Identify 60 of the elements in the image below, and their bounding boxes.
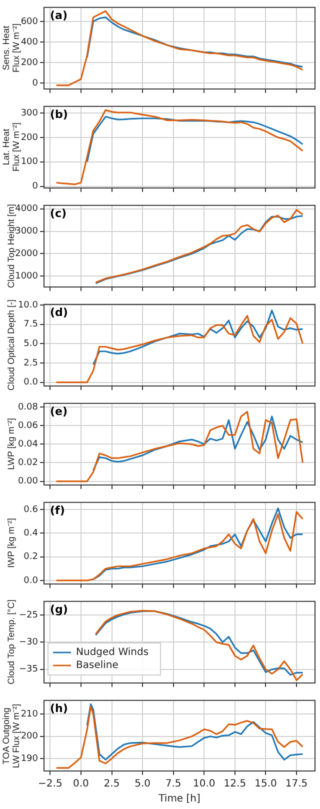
annotation: (a) — [50, 8, 68, 22]
x-tick-label: 5.0 — [134, 778, 150, 790]
y-tick-label: 0 — [32, 182, 38, 192]
x-tick-label: −2.5 — [38, 778, 62, 790]
y-tick-label: 4000 — [15, 204, 38, 214]
y-tick-label: 210 — [20, 710, 38, 720]
x-tick-label: 17.5 — [285, 778, 308, 790]
annotation: (e) — [50, 404, 68, 418]
y-axis-title: TOA Outgoing LW Flux [W m⁻²] — [1, 704, 21, 768]
y-tick-label: 0.2 — [24, 552, 38, 562]
y-tick-label: 3000 — [15, 226, 38, 237]
x-tick-label: 0.0 — [73, 778, 89, 790]
y-axis-title: Cloud Top Height [m] — [6, 204, 16, 288]
y-axis-title: Sens. Heat Flux [W m⁻²] — [1, 24, 21, 73]
y-tick-label: 300 — [20, 108, 38, 118]
y-tick-label: 0.04 — [18, 440, 38, 450]
x-tick-label: 7.5 — [165, 778, 182, 790]
y-tick-label: −35 — [19, 664, 38, 675]
y-tick-label: 190 — [20, 754, 38, 764]
y-tick-label: 0.08 — [18, 402, 38, 412]
y-tick-label: 7.5 — [24, 320, 38, 330]
y-tick-label: −30 — [19, 638, 38, 648]
y-tick-label: 1000 — [15, 272, 38, 282]
y-tick-label: 0.6 — [24, 504, 38, 515]
x-tick-label: 10.0 — [193, 778, 216, 790]
annotation: (b) — [50, 108, 68, 121]
y-tick-label: 600 — [20, 16, 38, 27]
y-axis-title: LWP [kg m⁻²] — [6, 418, 16, 470]
annotation: (g) — [50, 602, 68, 616]
y-tick-label: 0.4 — [24, 528, 38, 538]
annotation: (h) — [50, 702, 68, 715]
legend-label: Baseline — [76, 660, 118, 672]
y-axis-title: Lat. Heat Flux [W m⁻²] — [1, 122, 21, 172]
annotation: (f) — [50, 504, 65, 517]
annotation: (d) — [50, 306, 68, 319]
y-tick-label: 200 — [20, 58, 38, 68]
y-tick-label: 100 — [20, 157, 38, 168]
y-tick-label: 0.00 — [18, 476, 38, 487]
y-tick-label: 400 — [20, 37, 38, 48]
y-tick-label: 2000 — [15, 249, 38, 260]
y-tick-label: 10.0 — [18, 300, 38, 310]
x-tick-label: 2.5 — [104, 778, 120, 790]
y-tick-label: 0.06 — [18, 421, 38, 431]
y-tick-label: 200 — [20, 732, 38, 742]
y-tick-label: 0.0 — [24, 576, 38, 586]
y-tick-label: 0.0 — [24, 378, 38, 388]
x-axis-title: Time [h] — [158, 794, 200, 805]
y-tick-label: 2.5 — [24, 358, 38, 368]
y-tick-label: 200 — [20, 132, 38, 143]
y-axis-title: Cloud Optical Depth [-] — [6, 300, 16, 391]
annotation: (c) — [50, 206, 67, 220]
y-tick-label: 0.02 — [18, 458, 38, 468]
x-tick-label: 12.5 — [224, 778, 246, 790]
y-tick-label: −25 — [19, 610, 38, 620]
y-tick-label: 0 — [32, 78, 38, 89]
x-tick-label: 15.0 — [254, 778, 277, 790]
y-tick-label: 5.0 — [24, 339, 38, 349]
y-axis-title: Cloud Top Temp. [°C] — [6, 600, 16, 685]
legend-label: Nudged Winds — [76, 647, 149, 658]
y-axis-title: IWP [kg m⁻²] — [6, 518, 16, 568]
